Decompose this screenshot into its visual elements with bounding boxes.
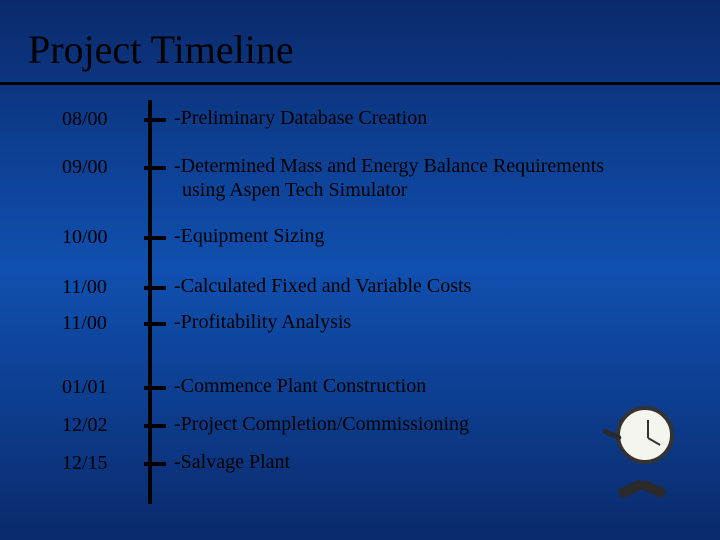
timeline-tick [144, 322, 166, 326]
timeline-axis [148, 100, 152, 504]
timeline-tick [144, 286, 166, 290]
timeline-description-line: using Aspen Tech Simulator [174, 178, 694, 202]
timeline-date: 10/00 [62, 226, 108, 249]
timeline-tick [144, 424, 166, 428]
timeline-description-line: -Equipment Sizing [174, 224, 694, 248]
timeline-date: 12/02 [62, 414, 108, 437]
timeline-description-line: -Determined Mass and Energy Balance Requ… [174, 154, 694, 178]
timeline-description: -Determined Mass and Energy Balance Requ… [174, 154, 694, 202]
timeline-description-line: -Commence Plant Construction [174, 374, 694, 398]
timeline-date: 01/01 [62, 376, 108, 399]
timeline-description-line: -Profitability Analysis [174, 310, 694, 334]
running-clock-icon [600, 404, 680, 484]
timeline-description: -Commence Plant Construction [174, 374, 694, 398]
timeline-tick [144, 166, 166, 170]
timeline-description-line: -Calculated Fixed and Variable Costs [174, 274, 694, 298]
timeline-tick [144, 386, 166, 390]
timeline-description-line: -Preliminary Database Creation [174, 106, 694, 130]
timeline-tick [144, 236, 166, 240]
timeline-date: 08/00 [62, 108, 108, 131]
timeline-tick [144, 118, 166, 122]
timeline-date: 11/00 [62, 276, 107, 299]
timeline-date: 12/15 [62, 452, 108, 475]
timeline-description: -Preliminary Database Creation [174, 106, 694, 130]
timeline-date: 11/00 [62, 312, 107, 335]
title-underline [0, 82, 720, 85]
slide-title: Project Timeline [28, 26, 294, 73]
timeline-tick [144, 462, 166, 466]
timeline-description: -Profitability Analysis [174, 310, 694, 334]
timeline-date: 09/00 [62, 156, 108, 179]
timeline-description: -Calculated Fixed and Variable Costs [174, 274, 694, 298]
timeline-description: -Equipment Sizing [174, 224, 694, 248]
